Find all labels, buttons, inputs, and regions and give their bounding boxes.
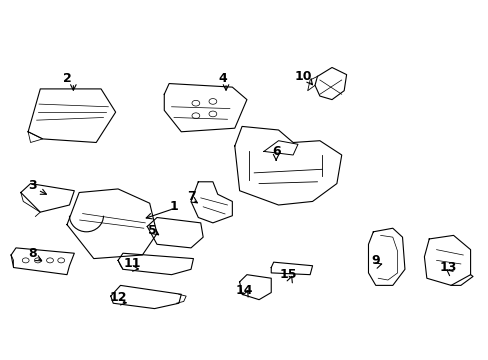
Text: 3: 3 xyxy=(29,179,37,192)
Text: 13: 13 xyxy=(439,261,456,274)
Text: 7: 7 xyxy=(186,190,195,203)
Text: 6: 6 xyxy=(271,145,280,158)
Text: 10: 10 xyxy=(293,70,311,83)
Text: 15: 15 xyxy=(279,268,296,281)
Text: 14: 14 xyxy=(235,284,253,297)
Text: 2: 2 xyxy=(62,72,71,85)
Text: 1: 1 xyxy=(169,200,178,213)
Text: 9: 9 xyxy=(371,254,379,267)
Text: 8: 8 xyxy=(29,247,37,260)
Text: 5: 5 xyxy=(147,224,156,237)
Text: 12: 12 xyxy=(109,291,126,305)
Text: 11: 11 xyxy=(123,257,141,270)
Text: 4: 4 xyxy=(218,72,226,85)
